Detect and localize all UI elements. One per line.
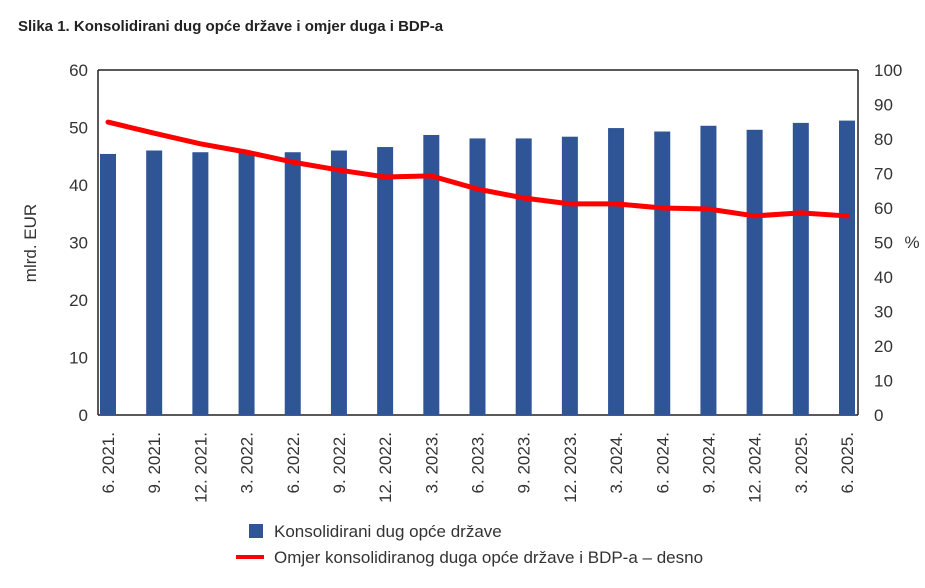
bar — [330, 150, 347, 415]
bar — [238, 151, 255, 415]
x-tick-label: 12. 2022. — [376, 432, 395, 503]
y-right-tick-label: 20 — [874, 337, 893, 356]
x-tick-label: 9. 2024. — [699, 432, 718, 493]
y-left-tick-label: 60 — [69, 61, 88, 80]
x-tick-label: 6. 2024. — [653, 432, 672, 493]
bar — [146, 150, 163, 415]
y-right-tick-label: 60 — [874, 199, 893, 218]
y-right-tick-label: 100 — [874, 61, 902, 80]
x-tick-label: 6. 2023. — [469, 432, 488, 493]
bar — [561, 136, 578, 415]
y-left-tick-label: 50 — [69, 119, 88, 138]
y-left-tick-label: 10 — [69, 349, 88, 368]
y-right-axis-label: % — [904, 233, 919, 252]
bar — [423, 134, 440, 415]
y-left-axis-label: mlrd. EUR — [21, 204, 40, 282]
x-tick-label: 6. 2021. — [99, 432, 118, 493]
x-tick-label: 3. 2024. — [607, 432, 626, 493]
bar — [377, 147, 394, 416]
x-tick-label: 6. 2022. — [284, 432, 303, 493]
legend-line-label: Omjer konsolidiranog duga opće države i … — [274, 548, 703, 567]
x-tick-label: 3. 2025. — [792, 432, 811, 493]
bar — [192, 152, 209, 415]
x-tick-label: 12. 2024. — [746, 432, 765, 503]
y-right-tick-label: 30 — [874, 303, 893, 322]
y-right-tick-label: 50 — [874, 234, 893, 253]
bar — [515, 138, 532, 416]
bar — [469, 138, 486, 416]
x-tick-label: 9. 2023. — [515, 432, 534, 493]
bar — [746, 129, 763, 416]
y-right-tick-label: 10 — [874, 372, 893, 391]
y-left-tick-label: 0 — [79, 406, 88, 425]
x-tick-label: 9. 2022. — [330, 432, 349, 493]
x-tick-label: 6. 2025. — [838, 432, 857, 493]
x-tick-label: 12. 2021. — [191, 432, 210, 503]
legend-bar-swatch — [249, 524, 263, 538]
y-right-tick-label: 70 — [874, 165, 893, 184]
x-tick-label: 9. 2021. — [145, 432, 164, 493]
legend-bar-label: Konsolidirani dug opće države — [274, 522, 502, 541]
x-tick-label: 12. 2023. — [561, 432, 580, 503]
y-right-tick-label: 40 — [874, 268, 893, 287]
bar — [284, 152, 301, 415]
y-right-tick-label: 0 — [874, 406, 883, 425]
y-left-tick-label: 20 — [69, 291, 88, 310]
bar — [700, 125, 717, 416]
y-left-tick-label: 30 — [69, 234, 88, 253]
y-right-tick-label: 90 — [874, 96, 893, 115]
bar — [839, 120, 855, 415]
bar — [100, 153, 116, 415]
y-left-tick-label: 40 — [69, 176, 88, 195]
x-tick-label: 3. 2023. — [422, 432, 441, 493]
y-right-tick-label: 80 — [874, 130, 893, 149]
bar — [792, 122, 809, 416]
x-tick-label: 3. 2022. — [238, 432, 257, 493]
bar — [654, 131, 671, 415]
chart-title: Slika 1. Konsolidirani dug opće države i… — [18, 18, 444, 35]
bar — [608, 128, 625, 415]
